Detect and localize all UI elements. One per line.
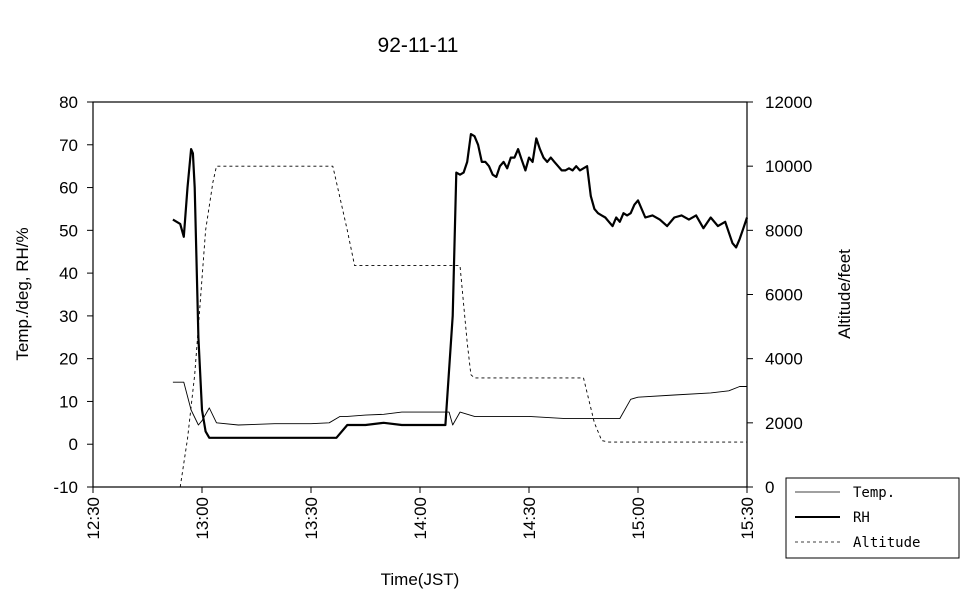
y2-tick-label: 10000 — [765, 157, 812, 176]
chart-title: 92-11-11 — [378, 34, 459, 57]
legend-label-altitude: Altitude — [853, 535, 920, 551]
series-line-rh — [172, 133, 749, 439]
y-tick-label: 40 — [59, 264, 78, 283]
x-tick-label: 14:30 — [520, 497, 539, 540]
x-tick-label: 14:00 — [411, 497, 430, 540]
x-tick-label: 13:30 — [302, 497, 321, 540]
legend: Temp. RH Altitude — [785, 477, 960, 559]
y2-tick-label: 8000 — [765, 221, 803, 240]
axes: 12:30 13:00 13:30 14:00 14:30 15:00 15:30 -10 0 1… — [53, 93, 812, 540]
y-tick-label: 80 — [59, 93, 78, 112]
x-tick-label: 13:00 — [193, 497, 212, 540]
y2-tick-label: 0 — [765, 478, 774, 497]
y-tick-label: 60 — [59, 179, 78, 198]
x-tick-label: 12:30 — [84, 497, 103, 540]
legend-label-rh: RH — [853, 510, 870, 526]
y2-tick-label: 12000 — [765, 93, 812, 112]
series-line-altitude — [179, 165, 747, 488]
y-tick-label: -10 — [53, 478, 78, 497]
x-tick-label: 15:30 — [738, 497, 757, 540]
y-tick-label: 0 — [69, 435, 78, 454]
legend-label-temp: Temp. — [853, 485, 895, 501]
y2-tick-label: 2000 — [765, 414, 803, 433]
y-tick-label: 20 — [59, 350, 78, 369]
y-axis-label: Temp./deg, RH/% — [13, 227, 32, 360]
y-tick-label: 50 — [59, 221, 78, 240]
y-tick-label: 30 — [59, 307, 78, 326]
y2-tick-label: 4000 — [765, 350, 803, 369]
x-tick-label: 15:00 — [629, 497, 648, 540]
y2-tick-label: 6000 — [765, 286, 803, 305]
x-axis-label: Time(JST) — [381, 570, 460, 589]
series-lines — [172, 133, 749, 488]
y-tick-label: 10 — [59, 392, 78, 411]
series-line-temp — [172, 381, 747, 426]
y-tick-label: 70 — [59, 136, 78, 155]
y2-axis-label: Altitude/feet — [835, 249, 854, 339]
